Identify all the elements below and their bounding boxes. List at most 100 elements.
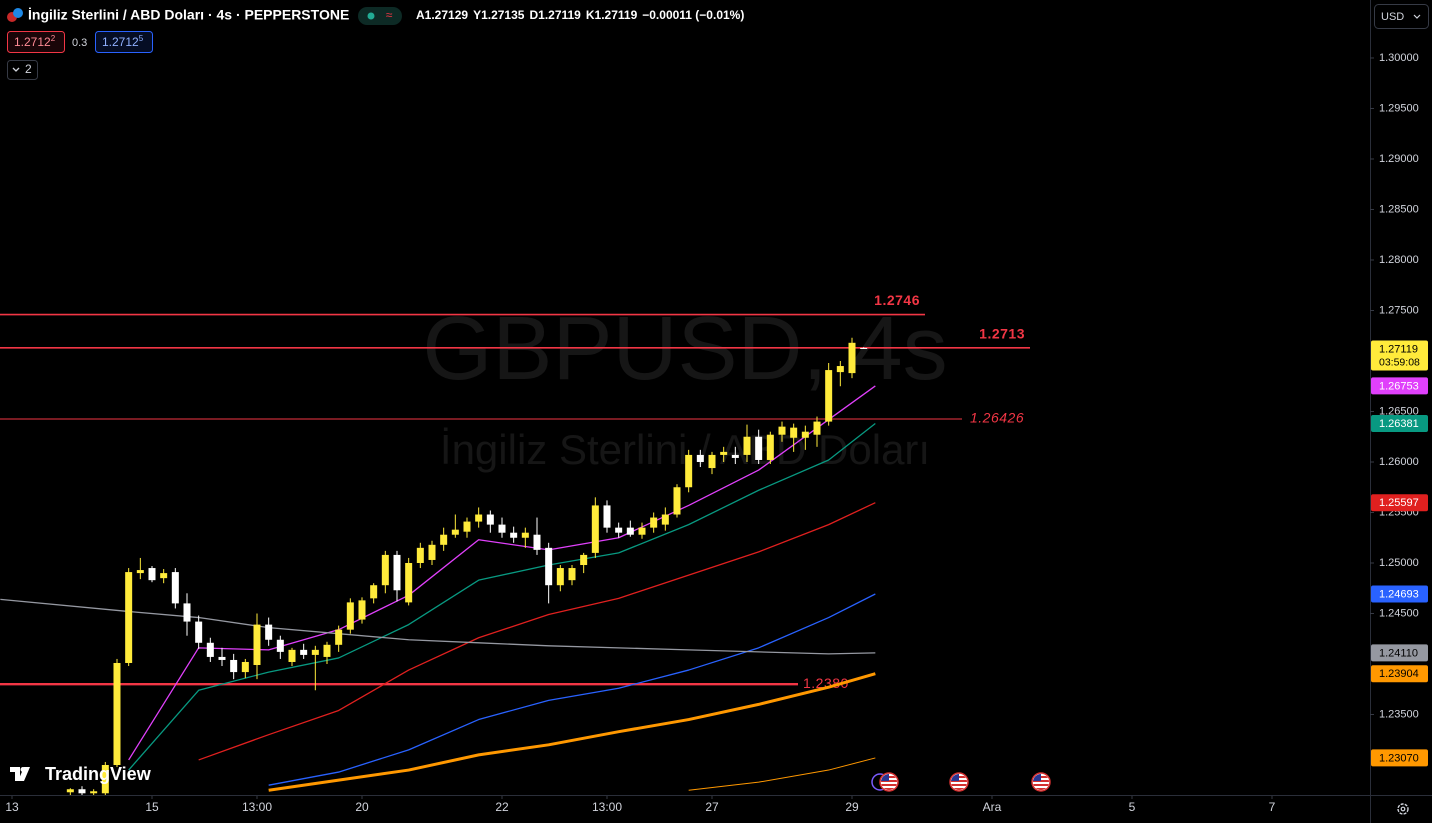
ask-main: 1.2712: [102, 35, 139, 49]
candle-body: [440, 534, 448, 545]
moving-average: [198, 502, 876, 761]
symbol-title[interactable]: İngiliz Sterlini / ABD Doları · 4s · PEP…: [28, 7, 349, 23]
x-tick-label: 5: [1129, 800, 1136, 814]
event-flag[interactable]: [879, 772, 899, 792]
ask-price[interactable]: 1.27125: [102, 34, 144, 49]
ma-price-label: 1.26381: [1379, 418, 1419, 430]
candle-body: [335, 629, 343, 645]
logo: TradingView: [10, 764, 152, 784]
candle-body: [568, 568, 576, 581]
candle-body: [265, 624, 273, 640]
sell-button[interactable]: 1.27122: [7, 31, 65, 53]
candle-body: [556, 568, 564, 586]
candle-body: [358, 600, 366, 620]
candle-body: [743, 436, 751, 455]
moving-average: [268, 672, 876, 792]
event-icons: [871, 772, 1051, 792]
indicator-status[interactable]: ≈: [358, 7, 402, 25]
watermark: GBPUSD, 4s İngiliz Sterlini / ABD Doları: [422, 299, 947, 473]
ohlc-change: −0.00011 (−0.01%): [642, 8, 744, 22]
candle-body: [766, 434, 774, 460]
ma-price-tag: [1371, 494, 1428, 512]
candle-body: [463, 521, 471, 532]
buy-button[interactable]: 1.27125: [95, 31, 153, 53]
candle-body: [428, 544, 436, 560]
x-tick-label: 13:00: [592, 800, 622, 814]
level-label: 1.2746: [874, 292, 920, 308]
candle-body: [813, 421, 821, 435]
currency[interactable]: USD: [1381, 11, 1404, 23]
candle-body: [78, 789, 86, 794]
candle-body: [708, 454, 716, 469]
last-price-label: 1.27119: [1379, 343, 1418, 355]
candle-body: [685, 454, 693, 488]
candle-body: [218, 656, 226, 660]
ma-price-tag: [1371, 585, 1428, 603]
candle-body: [591, 505, 599, 553]
x-tick-label: 29: [845, 800, 859, 814]
watermark-symbol: GBPUSD, 4s: [422, 299, 947, 399]
y-tick-label: 1.24500: [1379, 607, 1419, 619]
candle-body: [241, 661, 249, 673]
candle-body: [195, 621, 203, 643]
candle-body: [288, 649, 296, 662]
candle-body: [860, 347, 868, 349]
ohlc-key: A: [416, 8, 425, 22]
candle-body: [486, 514, 494, 525]
candle-body: [113, 662, 121, 766]
ohlc-value: 1.27129: [425, 8, 469, 22]
candle-body: [300, 649, 308, 655]
candle-body: [393, 554, 401, 591]
candle-body: [521, 532, 529, 538]
event-flag[interactable]: [1031, 772, 1051, 792]
candle-body: [276, 639, 284, 652]
candle-body: [148, 568, 156, 581]
x-tick-label: 13:00: [242, 800, 272, 814]
ma-price-label: 1.24110: [1379, 647, 1418, 659]
level-label: 1.2713: [979, 326, 1025, 342]
ask-sup: 5: [139, 34, 144, 43]
candle-body: [416, 547, 424, 563]
candle-body: [533, 534, 541, 550]
currency-select[interactable]: USD: [1374, 4, 1429, 29]
candle-body: [381, 554, 389, 586]
candle-body: [638, 527, 646, 535]
candle-body: [253, 624, 261, 666]
candle-body: [731, 454, 739, 458]
candle-body: [370, 585, 378, 599]
candle-body: [696, 454, 704, 462]
candle-body: [183, 603, 191, 622]
candle-body: [498, 524, 506, 533]
candle-body: [475, 514, 483, 522]
last-price-tag: [1371, 340, 1428, 371]
settings-button[interactable]: [1397, 803, 1409, 815]
symbol-icon: [7, 8, 23, 22]
bid-price[interactable]: 1.27122: [14, 34, 56, 49]
ma-price-tag: [1371, 415, 1428, 433]
candle-body: [615, 527, 623, 533]
candle-body: [125, 572, 133, 663]
level-label: 1.26426: [970, 410, 1024, 426]
event-flag[interactable]: [949, 772, 969, 792]
ohlc-key: Y: [473, 8, 481, 22]
ma-price-label: 1.25597: [1379, 497, 1419, 509]
x-tick-label: 7: [1269, 800, 1276, 814]
ohlc-value: 1.27119: [538, 8, 581, 22]
ma-price-label: 1.23904: [1379, 668, 1419, 680]
indicators-toggle[interactable]: 2: [7, 60, 38, 80]
moving-average: [688, 757, 876, 791]
candle-body: [778, 426, 786, 435]
candle-body: [825, 370, 833, 422]
spread: 0.3: [72, 37, 87, 49]
ma-price-tag: [1371, 377, 1428, 395]
candle-body: [171, 572, 179, 604]
candle-body: [160, 573, 168, 579]
ohlc-key: K: [586, 8, 595, 22]
candle-body: [66, 789, 74, 793]
candle-body: [346, 602, 354, 630]
y-tick-label: 1.25000: [1379, 557, 1419, 569]
candle-body: [626, 527, 634, 535]
indicator-count: 2: [25, 62, 32, 76]
